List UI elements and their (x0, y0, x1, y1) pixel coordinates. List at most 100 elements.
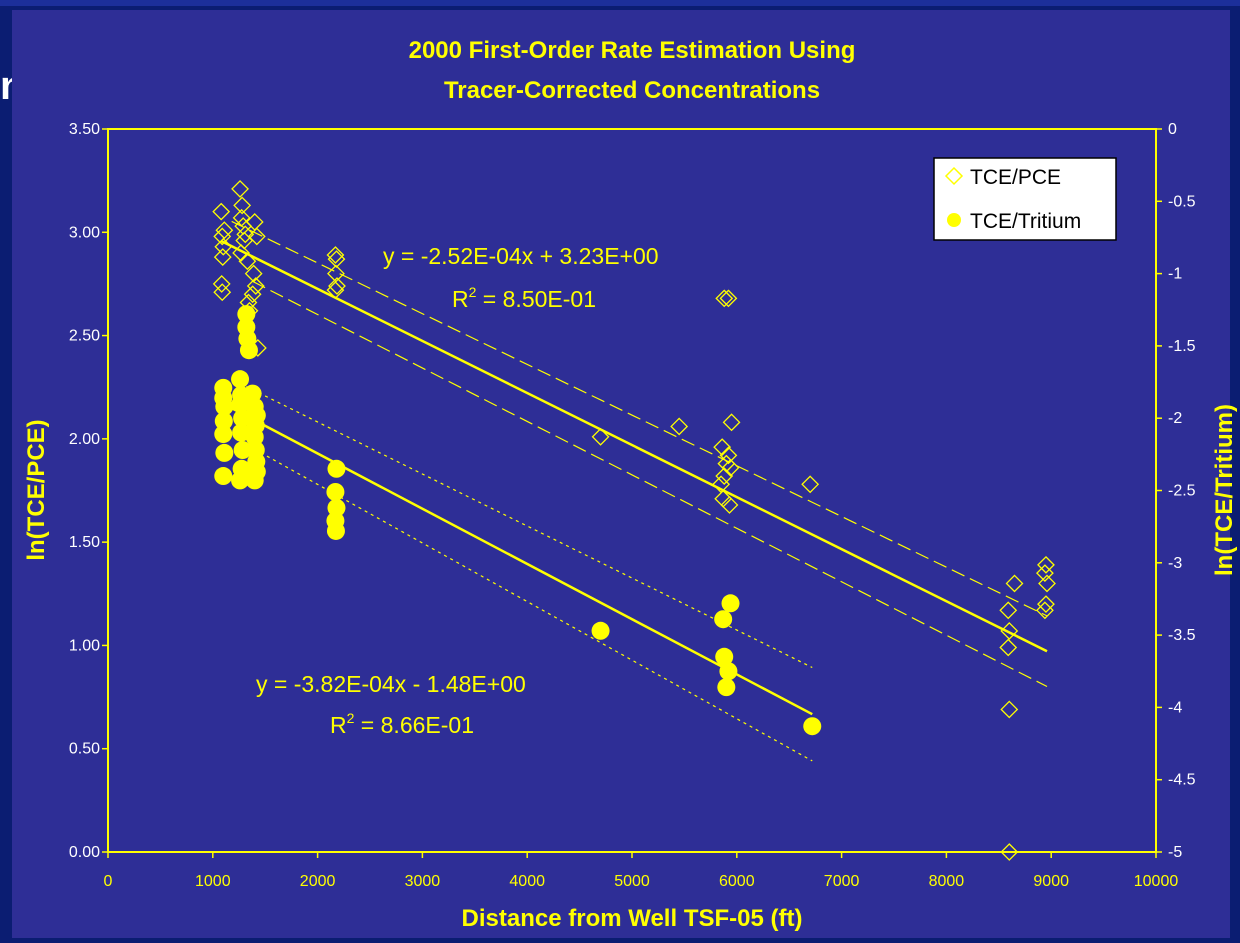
tce-tritium-point (714, 610, 733, 629)
y2-tick-label: -3.5 (1168, 627, 1196, 644)
y-tick-label: 1.50 (69, 534, 100, 551)
tce-pce-point (326, 281, 345, 300)
tce-pce-point (1037, 595, 1055, 614)
tce-tritium-r-squared: R2 = 8.66E-01 (330, 710, 474, 738)
legend-circle-icon (947, 213, 961, 227)
tce-tritium-point (721, 594, 740, 613)
tce-pce-point (1005, 574, 1024, 593)
tce-pce-point (722, 413, 741, 432)
legend-label-tce-pce: TCE/PCE (970, 166, 1061, 189)
tce-pce-point (238, 252, 257, 271)
tce-pce-point (232, 208, 251, 227)
y2-tick-label: -1.5 (1168, 338, 1196, 355)
tce-pce-trend-equation: y = -2.52E-04x + 3.23E+00 (383, 243, 659, 269)
y-tick-label: 0.00 (69, 844, 100, 861)
x-axis-label: Distance from Well TSF-05 (ft) (462, 905, 803, 932)
tce-pce-point (232, 244, 251, 262)
tce-tritium-point (239, 341, 258, 360)
y-axis-ticks: 0.00 0.50 1.00 1.50 2.00 2.50 3.00 3.50 (69, 121, 108, 861)
tce-pce-point (1038, 574, 1056, 593)
x-tick-label: 10000 (1134, 873, 1179, 890)
x-tick-label: 4000 (509, 873, 545, 890)
y-tick-label: 3.50 (69, 121, 100, 138)
y2-tick-label: -2 (1168, 410, 1182, 427)
chart-subtitle: Tracer-Corrected Concentrations (444, 77, 820, 104)
tce-tritium-point (237, 305, 256, 324)
tce-tritium-point (231, 471, 250, 490)
tce-pce-point (801, 475, 820, 494)
tce-tritium-point (231, 394, 250, 413)
y2-tick-label: -5 (1168, 844, 1182, 861)
tce-tritium-point (214, 467, 233, 486)
tce-pce-point (670, 417, 689, 436)
tce-pce-point (719, 446, 738, 465)
tce-pce-point (720, 496, 739, 514)
tce-tritium-point (326, 521, 345, 540)
tce-pce-point (213, 283, 232, 302)
slide-title-fragment: n (0, 64, 14, 108)
y2-axis-ticks: -5 -4.5 -4 -3.5 -3 -2.5 -2 -1.5 -1 -0.5 0 (1156, 121, 1196, 861)
y-tick-label: 0.50 (69, 741, 100, 758)
x-axis-ticks: 0 1000 2000 3000 4000 5000 6000 7000 8000 9000 100… (104, 852, 1179, 890)
tce-pce-point (236, 225, 255, 244)
tce-tritium-point (231, 370, 250, 389)
tce-pce-point (212, 202, 231, 221)
tce-tritium-point (326, 482, 345, 501)
tce-tritium-point (327, 498, 346, 517)
tce-pce-point (246, 277, 265, 295)
x-tick-label: 6000 (719, 873, 755, 890)
chart-title: 2000 First-Order Rate Estimation Using (409, 37, 856, 64)
tce-tritium-point (245, 427, 264, 446)
y2-tick-label: -0.5 (1168, 193, 1196, 210)
tce-pce-point (214, 237, 233, 256)
tce-pce-point (247, 227, 266, 246)
legend-diamond-icon (944, 166, 964, 186)
tce-tritium-point (717, 678, 736, 697)
y2-tick-label: -4.5 (1168, 772, 1196, 789)
tce-pce-point (215, 221, 234, 240)
tce-tritium-point (214, 425, 233, 444)
tce-pce-point (244, 264, 263, 283)
tce-pce-point (213, 227, 232, 246)
x-tick-label: 3000 (405, 873, 441, 890)
chart-panel-background (12, 10, 1230, 938)
tce-pce-point (999, 601, 1018, 620)
tce-tritium-trend-equation: y = -3.82E-04x - 1.48E+00 (256, 671, 526, 697)
tce-pce-point (1035, 564, 1054, 583)
tce-pce-point (233, 196, 252, 215)
y-tick-label: 1.00 (69, 637, 100, 654)
y-axis-label: ln(TCE/PCE) (23, 419, 50, 560)
tce-tritium-point (719, 662, 738, 681)
tce-pce-point (715, 289, 734, 308)
legend-label-tce-tritium: TCE/Tritium (970, 210, 1081, 233)
tce-tritium-point (591, 621, 610, 640)
tce-tritium-point (245, 471, 264, 490)
tce-pce-point (1000, 843, 1019, 861)
tce-pce-upper-bound (231, 220, 1048, 617)
tce-pce-point (1037, 555, 1055, 574)
tce-pce-point (328, 277, 346, 295)
tce-tritium-series (214, 305, 822, 736)
slide-top-band (0, 0, 1240, 6)
y2-tick-label: -3 (1168, 555, 1182, 572)
y2-axis-label: ln(TCE/Tritium) (1211, 404, 1238, 576)
tce-tritium-point (214, 412, 233, 431)
tce-pce-point (231, 179, 249, 198)
y2-tick-label: -4 (1168, 699, 1182, 716)
tce-pce-trend-line (220, 239, 1048, 653)
tce-pce-point (213, 248, 232, 266)
x-tick-label: 8000 (929, 873, 965, 890)
y2-tick-label: -2.5 (1168, 483, 1196, 500)
legend-box (933, 157, 1117, 241)
x-tick-label: 9000 (1033, 873, 1069, 890)
tce-pce-point (212, 275, 231, 293)
tce-pce-point (713, 438, 732, 457)
tce-tritium-point (327, 459, 346, 478)
legend: TCE/PCE TCE/Tritium (933, 157, 1117, 241)
tce-tritium-point (233, 441, 252, 460)
tce-pce-point (999, 638, 1018, 657)
tce-tritium-point (715, 647, 734, 666)
tce-tritium-point (215, 397, 234, 416)
trend-lines (220, 220, 1048, 762)
